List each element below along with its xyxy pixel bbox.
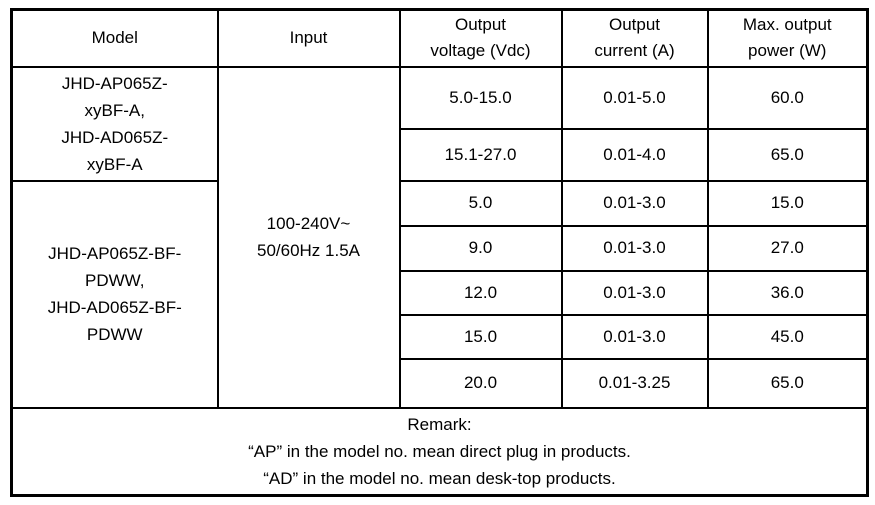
max-power-cell: 15.0: [706, 179, 869, 227]
input-line1: 100-240V~: [266, 214, 351, 233]
header-output-current-line2: current (A): [594, 41, 675, 61]
model-group-2-line2: PDWW,: [85, 271, 145, 290]
model-group-1-line3: JHD-AD065Z-: [61, 127, 169, 147]
output-current-cell: 0.01-3.0: [560, 224, 709, 272]
header-output-voltage-line2: voltage (Vdc): [430, 41, 531, 61]
table-row: 15.0 0.01-3.0 45.0: [12, 313, 869, 360]
remark-line-ap: “AP” in the model no. mean direct plug i…: [248, 441, 631, 461]
output-voltage-cell: 12.0: [398, 269, 563, 316]
model-group-2-line4: PDWW: [86, 325, 143, 344]
header-max-power-line1: Max. output: [742, 15, 832, 35]
output-current-cell: 0.01-4.0: [560, 127, 709, 182]
output-voltage-cell: 5.0: [398, 179, 563, 227]
output-voltage-cell: 9.0: [398, 224, 563, 272]
max-power-cell: 27.0: [706, 224, 869, 272]
header-model-text: Model: [91, 28, 138, 48]
table-row: 15.1-27.0 0.01-4.0 65.0: [12, 127, 869, 182]
max-power-cell: 45.0: [706, 313, 869, 360]
header-model: Model: [10, 8, 219, 68]
header-output-current: Output current (A): [560, 8, 709, 68]
remark-title: Remark:: [407, 414, 472, 434]
table-row: 20.0 0.01-3.25 65.0: [12, 357, 869, 409]
output-current-cell: 0.01-3.25: [560, 357, 709, 409]
header-output-voltage-line1: Output: [454, 15, 507, 35]
output-voltage-cell: 5.0-15.0: [398, 65, 563, 130]
model-group-2-line3: JHD-AD065Z-BF-: [47, 298, 182, 317]
power-spec-table: Model Input Output voltage (Vdc) Output …: [10, 8, 869, 497]
remark-line-ad: “AD” in the model no. mean desk-top prod…: [263, 468, 616, 488]
max-power-cell: 65.0: [706, 127, 869, 182]
output-current-cell: 0.01-3.0: [560, 179, 709, 227]
max-power-cell: 65.0: [706, 357, 869, 409]
header-row: Model Input Output voltage (Vdc) Output …: [10, 8, 869, 68]
header-max-power-line2: power (W): [748, 41, 827, 61]
output-voltage-cell: 20.0: [398, 357, 563, 409]
remark-row: Remark: “AP” in the model no. mean direc…: [10, 406, 869, 497]
header-max-power: Max. output power (W): [706, 8, 869, 68]
header-output-current-line1: Output: [608, 15, 661, 35]
output-voltage-cell: 15.1-27.0: [398, 127, 563, 182]
model-group-2-cell: JHD-AP065Z-BF- PDWW, JHD-AD065Z-BF- PDWW: [10, 179, 219, 409]
input-line2: 50/60Hz 1.5A: [256, 241, 360, 260]
table-row: 12.0 0.01-3.0 36.0: [12, 269, 869, 316]
model-group-1-line2: xyBF-A,: [84, 100, 145, 120]
model-group-1-cell: JHD-AP065Z- xyBF-A, JHD-AD065Z- xyBF-A: [10, 65, 219, 182]
model-group-2-line1: JHD-AP065Z-BF-: [48, 244, 182, 263]
table-row: 9.0 0.01-3.0 27.0: [12, 224, 869, 272]
model-group-1-line4: xyBF-A: [86, 154, 143, 174]
table-row: JHD-AP065Z-BF- PDWW, JHD-AD065Z-BF- PDWW…: [10, 179, 869, 409]
max-power-cell: 60.0: [706, 65, 869, 130]
input-cell: 100-240V~ 50/60Hz 1.5A: [216, 65, 401, 409]
output-current-cell: 0.01-5.0: [560, 65, 709, 130]
model-group-1-line1: JHD-AP065Z-: [61, 73, 168, 93]
output-current-cell: 0.01-3.0: [560, 313, 709, 360]
max-power-cell: 36.0: [706, 269, 869, 316]
output-current-cell: 0.01-3.0: [560, 269, 709, 316]
header-input-text: Input: [289, 28, 328, 48]
table-row: JHD-AP065Z- xyBF-A, JHD-AD065Z- xyBF-A 1…: [10, 65, 869, 409]
header-input: Input: [216, 8, 401, 68]
remark-cell: Remark: “AP” in the model no. mean direc…: [10, 406, 869, 497]
header-output-voltage: Output voltage (Vdc): [398, 8, 563, 68]
output-voltage-cell: 15.0: [398, 313, 563, 360]
